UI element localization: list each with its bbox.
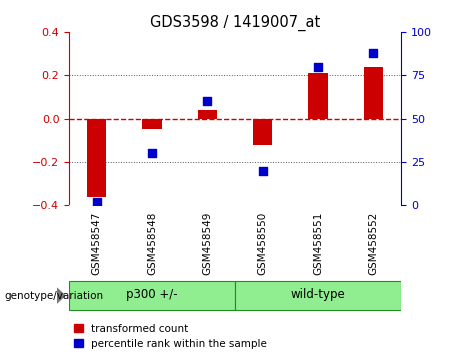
Bar xyxy=(308,73,328,119)
Text: genotype/variation: genotype/variation xyxy=(5,291,104,301)
Bar xyxy=(198,110,217,119)
Title: GDS3598 / 1419007_at: GDS3598 / 1419007_at xyxy=(150,14,320,30)
Point xyxy=(370,50,377,56)
Bar xyxy=(253,119,272,144)
Text: GSM458552: GSM458552 xyxy=(368,211,378,275)
Point xyxy=(93,199,100,205)
Point xyxy=(204,98,211,104)
Bar xyxy=(69,281,235,310)
Legend: transformed count, percentile rank within the sample: transformed count, percentile rank withi… xyxy=(74,324,267,349)
Text: wild-type: wild-type xyxy=(291,289,345,302)
Point xyxy=(148,150,156,156)
Text: GSM458549: GSM458549 xyxy=(202,211,213,275)
Polygon shape xyxy=(57,287,66,304)
Text: GSM458551: GSM458551 xyxy=(313,211,323,275)
Bar xyxy=(364,67,383,119)
Bar xyxy=(235,281,401,310)
Bar xyxy=(87,119,106,197)
Text: GSM458550: GSM458550 xyxy=(258,211,268,274)
Point xyxy=(314,64,322,69)
Text: GSM458548: GSM458548 xyxy=(147,211,157,275)
Bar xyxy=(142,119,162,130)
Point xyxy=(259,168,266,173)
Text: GSM458547: GSM458547 xyxy=(92,211,102,275)
Text: p300 +/-: p300 +/- xyxy=(126,289,178,302)
